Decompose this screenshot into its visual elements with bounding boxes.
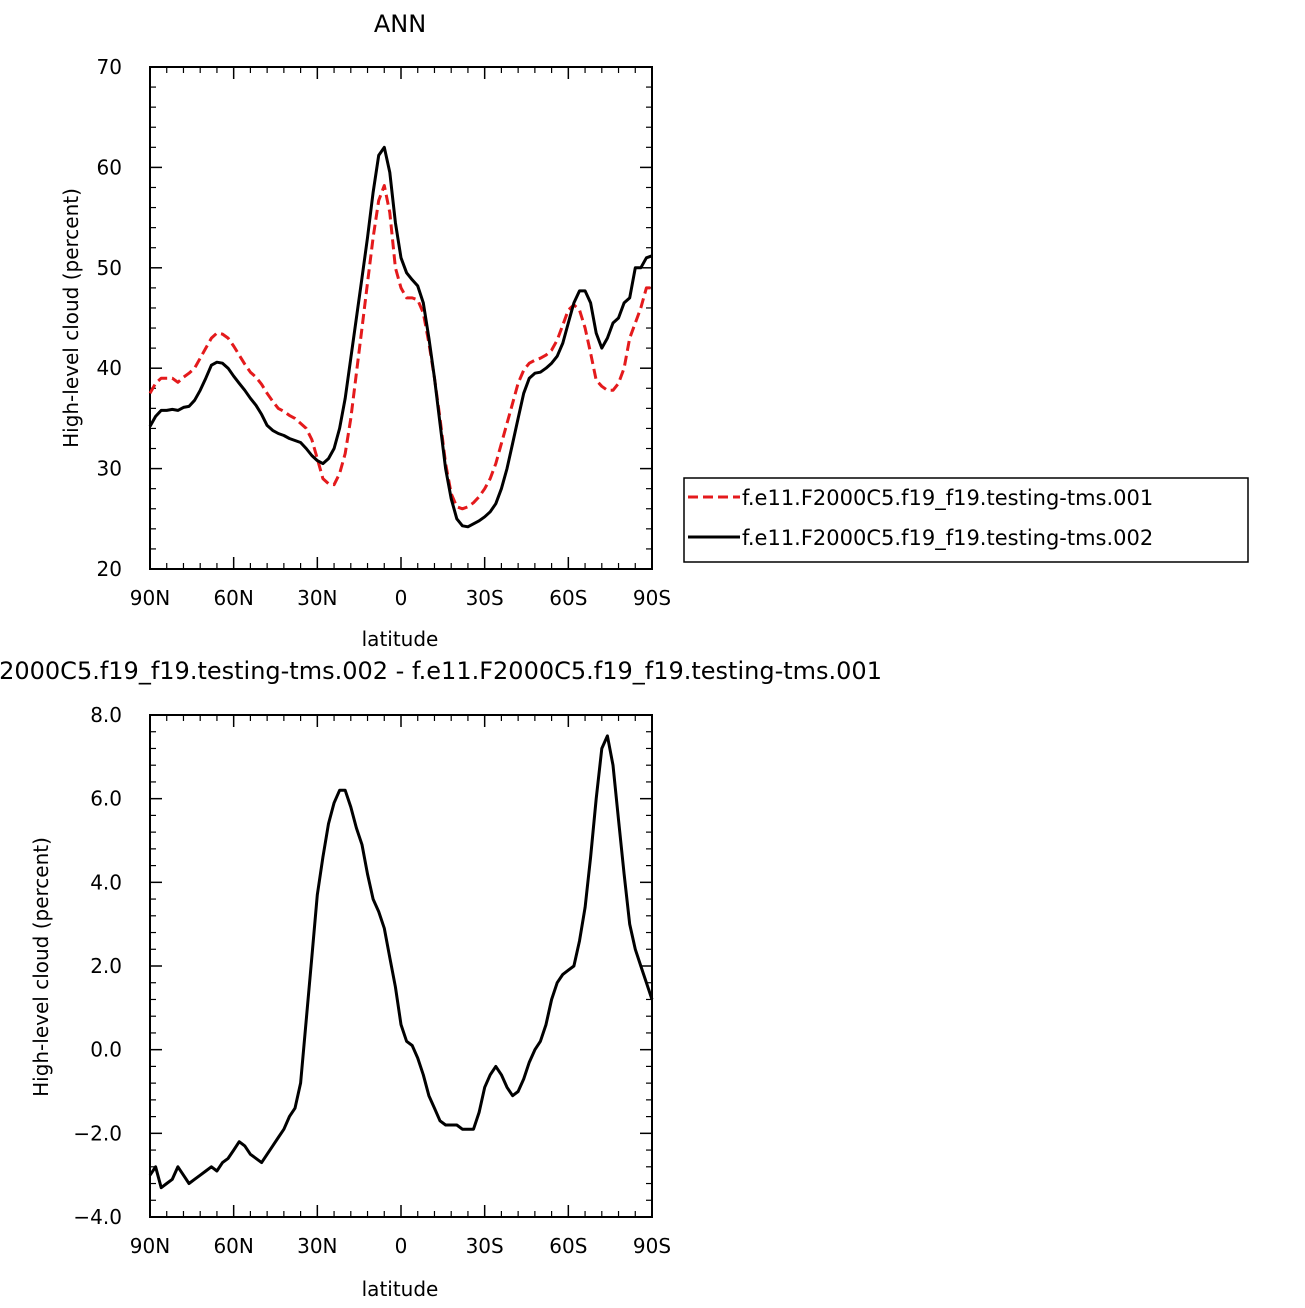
x-tick-label: 0 — [395, 586, 408, 610]
legend: f.e11.F2000C5.f19_f19.testing-tms.001 f.… — [683, 477, 1249, 563]
y-tick-label: −4.0 — [73, 1205, 122, 1229]
x-tick-label: 60N — [213, 1234, 253, 1258]
y-tick-label: 4.0 — [90, 870, 122, 894]
x-tick-label: 30S — [466, 586, 504, 610]
x-tick-label: 90S — [633, 1234, 671, 1258]
top-panel: ANN 90N 60N 30N 0 30S 60S 90S 20 30 40 50 60 70 lati… — [59, 10, 671, 651]
x-tick-label: 60N — [213, 586, 253, 610]
y-tick-label: 20 — [97, 557, 122, 581]
top-x-axis-label: latitude — [362, 627, 439, 651]
bottom-x-axis-label: latitude — [362, 1277, 439, 1301]
y-tick-label: 70 — [97, 55, 122, 79]
y-tick-label: 8.0 — [90, 703, 122, 727]
series-line-1 — [148, 184, 652, 511]
bottom-panel-title: f.e11.F2000C5.f19_f19.testing-tms.002 - … — [0, 657, 882, 685]
series-line-1 — [148, 734, 654, 1190]
top-panel-title: ANN — [374, 10, 426, 38]
y-tick-label: 40 — [97, 356, 122, 380]
top-plot-frame — [149, 66, 653, 570]
series-line-2 — [148, 145, 653, 529]
legend-box — [683, 477, 1249, 563]
bottom-panel: f.e11.F2000C5.f19_f19.testing-tms.002 - … — [0, 657, 882, 1301]
x-tick-label: 60S — [549, 586, 587, 610]
top-y-axis-label: High-level cloud (percent) — [59, 188, 83, 448]
bottom-plot-frame — [149, 714, 653, 1218]
y-tick-label: 6.0 — [90, 787, 122, 811]
y-tick-label: 50 — [97, 256, 122, 280]
bottom-y-axis-label: High-level cloud (percent) — [29, 837, 53, 1097]
y-tick-label: 30 — [97, 457, 122, 481]
x-tick-label: 0 — [395, 1234, 408, 1258]
legend-label-002: f.e11.F2000C5.f19_f19.testing-tms.002 — [742, 526, 1153, 551]
x-tick-label: 30S — [466, 1234, 504, 1258]
y-tick-label: 0.0 — [90, 1038, 122, 1062]
y-tick-label: 60 — [97, 155, 122, 179]
y-tick-label: −2.0 — [73, 1121, 122, 1145]
x-tick-label: 30N — [297, 1234, 337, 1258]
x-tick-label: 90N — [130, 586, 170, 610]
x-tick-label: 60S — [549, 1234, 587, 1258]
x-tick-label: 30N — [297, 586, 337, 610]
legend-label-001: f.e11.F2000C5.f19_f19.testing-tms.001 — [742, 486, 1153, 511]
x-tick-label: 90N — [130, 1234, 170, 1258]
y-tick-label: 2.0 — [90, 954, 122, 978]
x-tick-label: 90S — [633, 586, 671, 610]
